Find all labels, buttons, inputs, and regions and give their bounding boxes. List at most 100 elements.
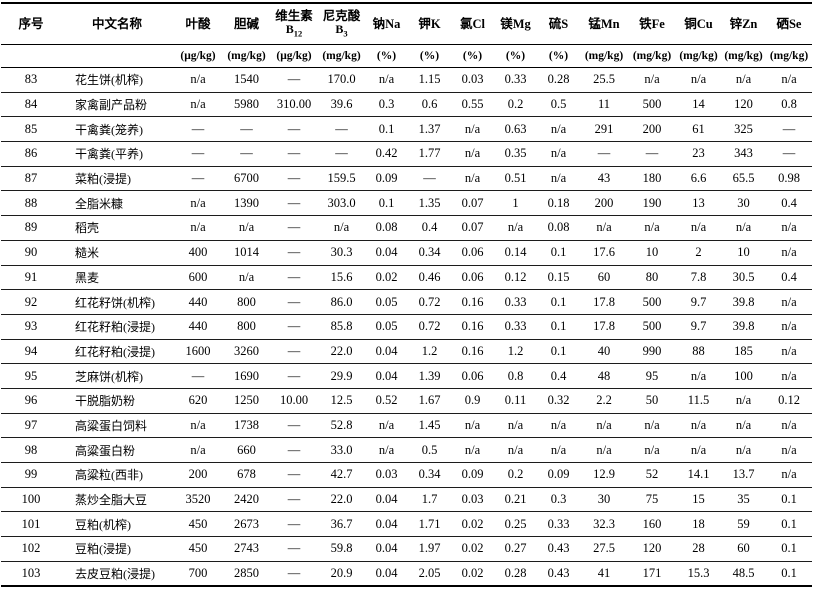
- column-unit: (%): [451, 44, 494, 68]
- cell-value: 2743: [223, 536, 270, 562]
- cell-value: 43: [580, 166, 628, 192]
- cell-value: 0.51: [494, 166, 537, 192]
- cell-value: n/a: [766, 339, 812, 365]
- cell-name: 豆粕(机榨): [61, 511, 173, 538]
- cell-value: 15.6: [318, 265, 365, 291]
- cell-value: n/a: [451, 116, 494, 143]
- cell-value: n/a: [766, 413, 812, 439]
- cell-value: 39.8: [721, 314, 766, 340]
- cell-value: 0.35: [494, 141, 537, 167]
- table-row: 103 去皮豆粕(浸提) 700 2850—20.9 0.04 2.05 0.02 0.28 0…: [1, 561, 812, 587]
- cell-value: 303.0: [318, 190, 365, 217]
- cell-value: 95: [628, 363, 676, 389]
- cell-value: 0.08: [365, 215, 408, 241]
- document-page: 序号 中文名称 叶酸 胆碱 维生素 B12 尼克酸 B3 钠Na 钾K 氯Cl 镁Mg 硫S 锰Mn 铁Fe…: [1, 2, 812, 588]
- cell-name: 黑麦: [61, 265, 173, 291]
- cell-value: 22.0: [318, 339, 365, 365]
- cell-value: 0.02: [451, 561, 494, 587]
- cell-seq: 84: [1, 92, 61, 118]
- cell-value: 11: [580, 92, 628, 118]
- cell-value: 1.7: [408, 487, 451, 513]
- cell-value: 500: [628, 289, 676, 315]
- table-row: 92 红花籽饼(机榨) 440 800—86.0 0.05 0.72 0.16 0.33 0.1…: [1, 289, 812, 315]
- cell-value: 0.34: [408, 462, 451, 488]
- cell-value: 18: [676, 511, 721, 538]
- cell-value: 1.2: [408, 339, 451, 365]
- table-row: 87 菜粕(浸提) —6700—159.5 0.09— n/a 0.51 n/a 43 180 6…: [1, 166, 812, 192]
- cell-value: 17.8: [580, 314, 628, 340]
- cell-value: 500: [628, 92, 676, 118]
- cell-value: 0.72: [408, 314, 451, 340]
- cell-value: n/a: [494, 437, 537, 463]
- cell-value: n/a: [721, 215, 766, 241]
- table-row: 101 豆粕(机榨) 450 2673—36.7 0.04 1.71 0.02 0.25 0.3…: [1, 511, 812, 538]
- cell-value: n/a: [766, 240, 812, 266]
- cell-value: —: [270, 363, 318, 389]
- cell-value: 29.9: [318, 363, 365, 389]
- cell-value: 0.72: [408, 289, 451, 315]
- cell-value: 0.1: [766, 487, 812, 513]
- cell-value: 0.28: [494, 561, 537, 587]
- cell-value: 0.14: [494, 240, 537, 266]
- column-unit: (mg/kg): [628, 44, 676, 68]
- table-row: 98 高粱蛋白粉 n/a 660—33.0 n/a 0.5 n/a n/a n/a n/a n/a n…: [1, 437, 812, 463]
- cell-value: 85.8: [318, 314, 365, 340]
- cell-value: 0.43: [537, 561, 580, 587]
- cell-value: 30.5: [721, 265, 766, 291]
- cell-value: 343: [721, 141, 766, 167]
- cell-value: 0.6: [408, 92, 451, 118]
- cell-value: 1.39: [408, 363, 451, 389]
- cell-value: 990: [628, 339, 676, 365]
- cell-value: 35: [721, 487, 766, 513]
- cell-value: 0.3: [537, 487, 580, 513]
- column-unit: (mg/kg): [318, 44, 365, 68]
- cell-value: 12.5: [318, 388, 365, 414]
- cell-value: —: [270, 339, 318, 365]
- cell-value: 1250: [223, 388, 270, 414]
- cell-value: 400: [173, 240, 223, 266]
- cell-value: 0.5: [408, 437, 451, 463]
- cell-value: —: [270, 240, 318, 266]
- cell-value: 0.33: [537, 511, 580, 538]
- cell-value: n/a: [494, 215, 537, 241]
- cell-value: 0.04: [365, 339, 408, 365]
- cell-value: 12.9: [580, 462, 628, 488]
- cell-seq: 90: [1, 240, 61, 266]
- column-header: 尼克酸 B3: [318, 3, 365, 45]
- cell-value: —: [766, 141, 812, 167]
- cell-seq: 103: [1, 561, 61, 587]
- column-header: 镁Mg: [494, 3, 537, 45]
- cell-value: 0.8: [766, 92, 812, 118]
- cell-value: n/a: [318, 215, 365, 241]
- cell-value: 310.00: [270, 92, 318, 118]
- cell-value: n/a: [494, 413, 537, 439]
- cell-value: 0.4: [537, 363, 580, 389]
- table-row: 84 家禽副产品粉 n/a 5980 310.00 39.6 0.3 0.6 0.55 0.2 0.…: [1, 92, 812, 118]
- table-row: 94 红花籽粕(浸提) 1600 3260—22.0 0.04 1.2 0.16 1.2 0.1…: [1, 339, 812, 365]
- cell-value: 6700: [223, 166, 270, 192]
- cell-value: 3520: [173, 487, 223, 513]
- column-header: 硒Se: [766, 3, 812, 45]
- cell-value: n/a: [721, 413, 766, 439]
- cell-value: n/a: [628, 67, 676, 93]
- cell-value: 39.8: [721, 289, 766, 315]
- cell-value: —: [223, 116, 270, 143]
- cell-value: —: [318, 116, 365, 143]
- cell-value: 17.8: [580, 289, 628, 315]
- table-row: 96 干脱脂奶粉 620 1250 10.00 12.5 0.52 1.67 0.9 0.11 0.…: [1, 388, 812, 414]
- cell-value: 2673: [223, 511, 270, 538]
- cell-value: 40: [580, 339, 628, 365]
- cell-seq: 98: [1, 437, 61, 463]
- cell-name: 干脱脂奶粉: [61, 388, 173, 414]
- cell-value: —: [270, 561, 318, 587]
- cell-value: n/a: [766, 215, 812, 241]
- cell-value: n/a: [451, 413, 494, 439]
- cell-value: —: [270, 289, 318, 315]
- cell-value: 0.21: [494, 487, 537, 513]
- cell-value: 500: [628, 314, 676, 340]
- cell-value: 1390: [223, 190, 270, 217]
- cell-value: 0.2: [494, 462, 537, 488]
- cell-value: 1014: [223, 240, 270, 266]
- cell-value: n/a: [580, 437, 628, 463]
- cell-name: 干禽粪(平养): [61, 141, 173, 167]
